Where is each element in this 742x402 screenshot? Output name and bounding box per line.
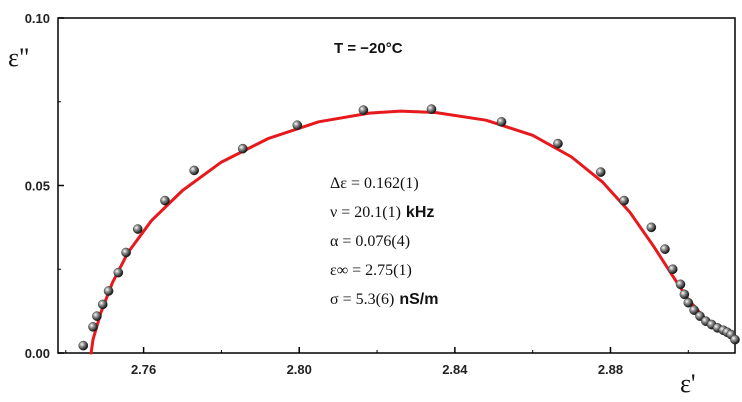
parameter-value: ν = 20.1(1) [330, 204, 401, 221]
data-point [88, 322, 98, 332]
data-point [292, 120, 303, 130]
data-point [679, 289, 690, 300]
parameter-value: ε∞ = 2.75(1) [330, 262, 412, 279]
parameter-unit: kHz [406, 204, 434, 221]
parameter-value: α = 0.076(4) [330, 233, 410, 250]
data-point [160, 195, 170, 206]
data-point [426, 104, 437, 114]
data-point [97, 299, 108, 310]
data-point [78, 340, 89, 351]
y-tick-label: 0.05 [25, 179, 50, 194]
data-point [132, 224, 143, 234]
data-point [358, 105, 369, 115]
parameter-line: ε∞ = 2.75(1) [330, 262, 412, 279]
parameter-line: ν = 20.1(1) kHz [330, 204, 434, 221]
data-point [121, 247, 131, 258]
data-point [667, 264, 678, 275]
x-tick-label: 2.84 [442, 362, 468, 377]
x-tick-label: 2.76 [131, 362, 156, 377]
data-point [660, 244, 670, 254]
x-tick-label: 2.88 [598, 362, 623, 377]
y-tick-label: 0.10 [25, 11, 50, 26]
data-point [496, 117, 507, 127]
parameter-value: σ = 5.3(6) [330, 291, 394, 308]
y-axis-label: ε" [8, 43, 30, 72]
data-point [113, 267, 124, 278]
x-axis-ticks: 2.76 2.80 2.84 2.88 [65, 347, 689, 377]
y-axis-ticks: 0.00 0.05 0.10 [25, 11, 64, 361]
data-point [646, 222, 657, 233]
data-point [675, 279, 686, 290]
data-point [730, 334, 740, 345]
parameter-line: Δε = 0.162(1) [330, 175, 419, 192]
data-point [92, 311, 102, 321]
parameter-unit: nS/m [399, 291, 438, 308]
data-point [553, 138, 563, 149]
fit-parameters: Δε = 0.162(1) ν = 20.1(1) kHz α = 0.076(4) ε… [330, 175, 438, 308]
data-points-layer [78, 104, 740, 351]
data-point [689, 305, 699, 315]
data-point [189, 165, 199, 176]
data-point [683, 297, 694, 308]
temperature-annotation: T = −20°C [334, 40, 403, 57]
parameter-line: α = 0.076(4) [330, 233, 410, 250]
data-point [619, 195, 629, 206]
x-tick-label: 2.80 [287, 362, 312, 377]
fit-curve-layer [89, 109, 714, 355]
data-point [238, 143, 248, 154]
y-tick-label: 0.00 [25, 346, 50, 361]
data-point [103, 286, 114, 296]
fit-curve-line [89, 109, 714, 355]
data-point [595, 167, 606, 177]
parameter-value: Δε = 0.162(1) [330, 175, 419, 192]
parameter-line: σ = 5.3(6) nS/m [330, 291, 438, 308]
x-axis-label: ε' [680, 369, 696, 398]
